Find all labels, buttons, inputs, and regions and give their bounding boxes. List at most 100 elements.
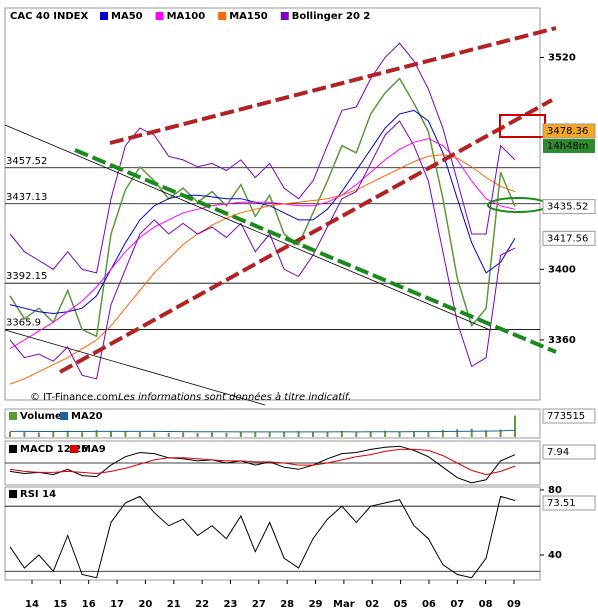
trend-line (4, 329, 266, 406)
legend-label: MA100 (167, 11, 206, 22)
price-label: 3435.52 (547, 202, 588, 213)
panel-title: Volume (20, 411, 62, 422)
volume-bar (23, 431, 26, 437)
volume-bar (427, 432, 430, 437)
volume-bar (52, 431, 55, 437)
series-line (9, 495, 516, 579)
x-tick-label: 09 (507, 599, 521, 610)
rsi-panel (4, 486, 541, 581)
volume-bar (211, 432, 213, 437)
last-value-box (542, 495, 596, 511)
volume-bar (9, 432, 11, 437)
volume-bar (485, 430, 488, 437)
series-line (9, 109, 516, 315)
level-label: 3457.52 (6, 156, 47, 167)
volume-bar (312, 432, 314, 437)
volume-bar (441, 429, 444, 437)
x-tick-label: 27 (252, 599, 266, 610)
legend-swatch (100, 12, 108, 20)
legend-label: MA9 (81, 444, 106, 455)
legend-swatch (280, 12, 289, 20)
disclaimer: Les informations sont données à titre in… (118, 391, 351, 403)
legend-label: MA150 (229, 11, 268, 22)
volume-bar (369, 431, 372, 437)
last-value: 7.94 (547, 447, 569, 458)
legend-label: MA20 (71, 411, 103, 422)
y-tick-label: 3360 (548, 335, 576, 346)
legend-swatch (9, 445, 17, 453)
y-tick-label: 3400 (548, 264, 576, 275)
price-label: 3417.56 (547, 233, 588, 244)
volume-bar (239, 432, 242, 437)
volume-bar (182, 432, 185, 437)
legend-swatch (218, 12, 227, 20)
volume-bar (398, 431, 401, 437)
volume-bar (413, 431, 415, 437)
x-tick-label: 22 (195, 599, 209, 610)
price-box (542, 199, 596, 215)
y-tick-label: 3520 (548, 52, 576, 63)
plot-layer (5, 42, 540, 579)
x-tick-label: 15 (53, 599, 67, 610)
last-value-box (542, 444, 596, 460)
trend-line (74, 148, 557, 354)
panel-title: RSI 14 (20, 489, 56, 500)
series-line (9, 448, 516, 476)
x-tick-label: 08 (479, 599, 493, 610)
trend-line (109, 26, 557, 145)
series-line (9, 445, 516, 484)
panel-title: MACD 12 26 (20, 444, 88, 455)
x-tick-label: 07 (450, 599, 464, 610)
price-box (542, 230, 596, 246)
series-line (9, 42, 516, 274)
y-tick-label: 80 (548, 485, 562, 496)
volume-bar (456, 429, 459, 437)
volume-bar (470, 428, 473, 437)
series-line (9, 138, 516, 350)
volume-bar (95, 430, 98, 437)
time-box (543, 138, 595, 153)
label-layer: CAC 40 INDEX © IT-Finance.com Les inform… (10, 11, 351, 500)
level-label: 3437.13 (6, 192, 47, 203)
volume-bar (355, 432, 358, 437)
legend-label: MA50 (111, 11, 143, 22)
trend-line (59, 98, 553, 374)
volume-bar (283, 431, 286, 437)
volume-bar (384, 430, 387, 437)
volume-bar (138, 432, 141, 437)
x-tick-label: 06 (422, 599, 436, 610)
y-tick-label: 40 (548, 550, 562, 561)
x-tick-label: 28 (280, 599, 294, 610)
volume-bar (514, 415, 516, 437)
volume-panel (4, 408, 541, 439)
volume-bar (225, 432, 228, 437)
volume-bar (81, 432, 84, 437)
series-line (9, 120, 516, 380)
legend-swatch (9, 412, 17, 420)
volume-bar (499, 429, 502, 437)
chart-title: CAC 40 INDEX (10, 11, 89, 22)
x-tick-label: 17 (110, 599, 124, 610)
volume-bar (326, 431, 329, 437)
series-line (9, 77, 516, 338)
volume-bar (254, 431, 257, 437)
level-label: 3365.9 (6, 318, 41, 329)
legend-label: Bollinger 20 2 (292, 11, 371, 22)
volume-bar (297, 431, 300, 437)
price-box (542, 123, 596, 139)
volume-bar (340, 430, 343, 437)
volume-bar (124, 431, 127, 437)
last-value: 73.51 (547, 498, 576, 509)
legend-swatch (155, 12, 164, 20)
x-tick-label: 21 (167, 599, 181, 610)
volume-bar (66, 430, 69, 437)
volume-bar (153, 432, 156, 437)
last-value-box (542, 408, 596, 424)
volume-bar (167, 432, 170, 437)
price-label: 3478.36 (547, 126, 588, 137)
legend-swatch (60, 412, 68, 420)
x-tick-label: 16 (82, 599, 96, 610)
series-line (9, 154, 516, 385)
last-value: 773515 (547, 411, 585, 422)
